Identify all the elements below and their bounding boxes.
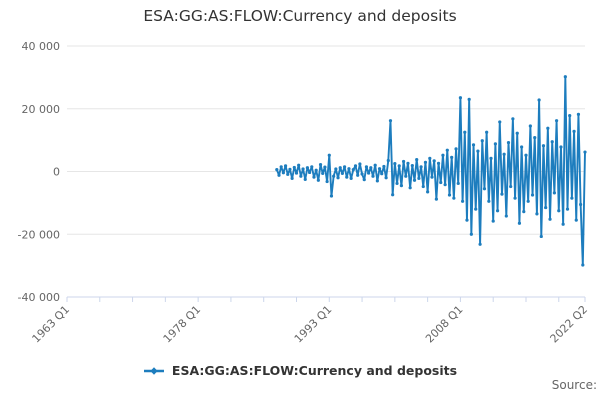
y-axis-label: -20 000	[18, 228, 60, 241]
x-axis-label: 1963 Q1	[30, 303, 73, 346]
chart-title: ESA:GG:AS:FLOW:Currency and deposits	[143, 7, 457, 25]
legend-label: ESA:GG:AS:FLOW:Currency and deposits	[171, 363, 458, 378]
y-axis-label: 20 000	[22, 103, 61, 116]
series-line	[275, 75, 586, 266]
x-axis-label: 1978 Q1	[161, 303, 204, 346]
series-markers	[275, 75, 587, 267]
y-axis-label: 0	[53, 166, 60, 179]
legend: ESA:GG:AS:FLOW:Currency and deposits	[0, 363, 600, 378]
legend-line-with-diamond-icon	[143, 366, 164, 375]
legend-item[interactable]: ESA:GG:AS:FLOW:Currency and deposits	[143, 363, 457, 378]
source-label: Source:	[551, 378, 597, 392]
x-axis-label: 2008 Q1	[423, 303, 466, 346]
y-axis-label: 40 000	[22, 40, 61, 53]
y-axis-label: -40 000	[18, 291, 60, 304]
x-axis-label: 2022 Q2	[548, 303, 591, 346]
x-axis-label: 1993 Q1	[292, 303, 335, 346]
